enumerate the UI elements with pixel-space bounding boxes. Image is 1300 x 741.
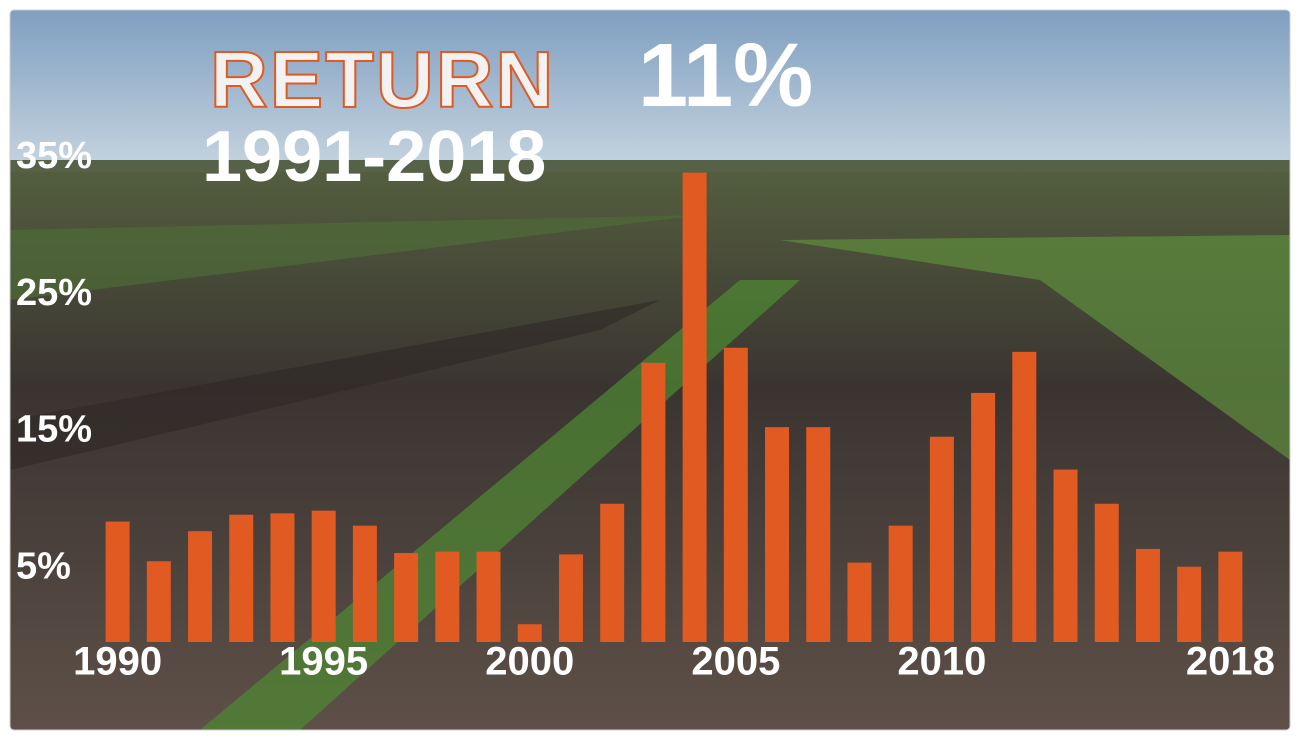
- bar: [1012, 351, 1037, 642]
- bar: [558, 554, 583, 642]
- bar: [1218, 551, 1243, 642]
- bar: [311, 510, 336, 642]
- bar: [1053, 469, 1078, 642]
- chart-subtitle: 1991-2018: [202, 117, 546, 197]
- x-tick-label: 2018: [1186, 640, 1275, 684]
- y-tick-label: 5%: [16, 546, 71, 588]
- x-tick-label: 2000: [485, 640, 574, 684]
- bar: [847, 562, 872, 642]
- bar: [1177, 566, 1202, 642]
- bar: [394, 553, 419, 642]
- bar: [682, 172, 707, 642]
- y-tick-label: 15%: [16, 409, 92, 451]
- bar: [888, 525, 913, 642]
- bar: [765, 427, 790, 642]
- bar: [723, 347, 748, 642]
- bar: [146, 561, 171, 642]
- x-tick-label: 2010: [897, 640, 986, 684]
- bar: [600, 503, 625, 642]
- chart-title: RETURN: [210, 35, 555, 124]
- x-tick-label: 1995: [279, 640, 368, 684]
- bar: [517, 624, 542, 642]
- bar: [270, 513, 295, 642]
- bar: [1135, 548, 1160, 642]
- y-tick-label: 35%: [16, 135, 92, 177]
- headline-value: 11%: [638, 26, 813, 126]
- bar: [229, 514, 254, 642]
- y-tick-label: 25%: [16, 272, 92, 314]
- x-tick-label: 2005: [691, 640, 780, 684]
- bar: [476, 551, 501, 642]
- bar: [352, 525, 377, 642]
- bar: [105, 521, 130, 642]
- x-tick-label: 1990: [73, 640, 162, 684]
- bar: [435, 551, 460, 642]
- bar: [806, 427, 831, 642]
- bar: [971, 392, 996, 642]
- bar: [929, 436, 954, 642]
- frame: [9, 9, 1291, 731]
- bar: [641, 362, 666, 642]
- bar: [1094, 503, 1119, 642]
- bar: [188, 531, 213, 642]
